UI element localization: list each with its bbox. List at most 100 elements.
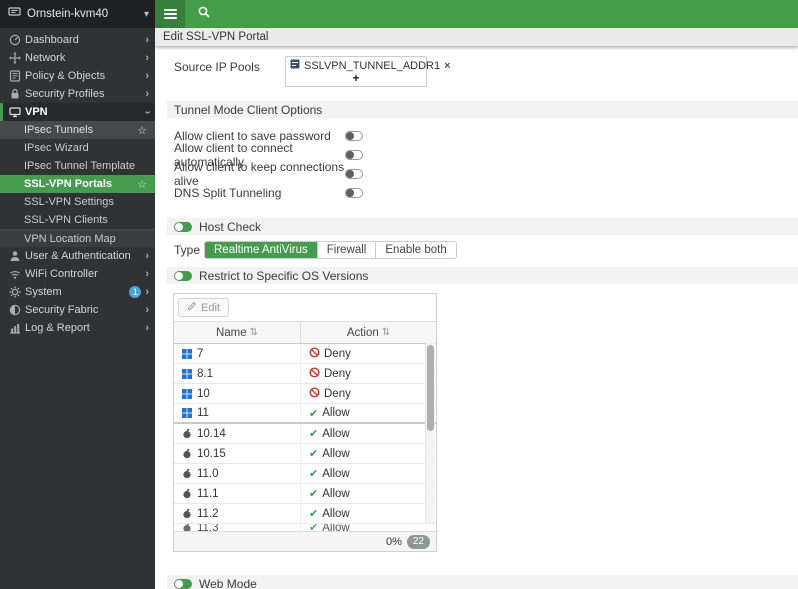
table-row[interactable]: 7 Deny xyxy=(174,344,436,364)
sidebar-item-sslvpn-clients[interactable]: SSL-VPN Clients xyxy=(0,211,155,229)
user-icon xyxy=(8,250,21,262)
sidebar-item-sslvpn-portals[interactable]: SSL-VPN Portals ☆ xyxy=(0,175,155,193)
gauge-icon xyxy=(8,34,21,46)
sidebar-item-network[interactable]: Network › xyxy=(0,49,155,67)
sidebar-item-label: IPsec Tunnel Template xyxy=(24,160,136,172)
table-scrollbar-thumb[interactable] xyxy=(427,345,434,431)
chevron-right-icon: › xyxy=(145,51,149,64)
table-row[interactable]: 10.15 ✔ Allow xyxy=(174,444,436,464)
table-row[interactable]: 11.0 ✔ Allow xyxy=(174,464,436,484)
connect-automatically-label: Allow client to connect automatically xyxy=(174,140,293,169)
add-pool-button[interactable]: + xyxy=(352,71,360,85)
table-row[interactable]: 11.2 ✔ Allow xyxy=(174,504,436,524)
page-title: Edit SSL-VPN Portal xyxy=(163,31,269,43)
monitor-icon xyxy=(8,106,21,118)
sidebar-item-vpn-location-map[interactable]: VPN Location Map xyxy=(0,229,155,247)
host-check-title: Host Check xyxy=(199,219,262,234)
page-title-bar: Edit SSL-VPN Portal xyxy=(155,28,798,46)
sort-icon: ⇅ xyxy=(381,327,391,338)
edit-portal-form: Source IP Pools SSLVPN_TUNNEL_ADDR1 × + … xyxy=(155,46,798,589)
sidebar-item-ipsec-tunnels[interactable]: IPsec Tunnels ☆ xyxy=(0,121,155,139)
sidebar-item-system[interactable]: System 1 › xyxy=(0,283,155,301)
web-mode-toggle[interactable] xyxy=(174,578,192,589)
network-icon xyxy=(8,52,21,64)
sidebar-nav: Dashboard › Network › Policy & Objects ›… xyxy=(0,28,155,337)
sidebar-item-vpn[interactable]: VPN › xyxy=(0,103,155,121)
chevron-down-icon: › xyxy=(141,110,154,114)
hamburger-menu-button[interactable] xyxy=(155,0,185,28)
connect-automatically-toggle[interactable] xyxy=(345,149,363,160)
sidebar-item-user-authentication[interactable]: User & Authentication › xyxy=(0,247,155,265)
table-row[interactable]: 11 ✔ Allow xyxy=(174,404,436,424)
windows-icon xyxy=(182,408,192,418)
table-row[interactable]: 8.1 Deny xyxy=(174,364,436,384)
connect-automatically-row: Allow client to connect automatically xyxy=(167,141,798,169)
windows-icon xyxy=(182,348,192,359)
table-row[interactable]: 10.14 ✔ Allow xyxy=(174,424,436,444)
sidebar-item-label: User & Authentication xyxy=(25,250,131,262)
keep-alive-toggle[interactable] xyxy=(345,168,363,179)
table-scrollbar-track[interactable] xyxy=(425,343,435,523)
table-row-partial[interactable]: 11.3 ✔ Allow xyxy=(174,524,436,531)
chart-icon xyxy=(8,322,21,334)
host-check-type-row: Type Realtime AntiVirus Firewall Enable … xyxy=(167,241,798,259)
sidebar-item-security-fabric[interactable]: Security Fabric › xyxy=(0,301,155,319)
sidebar-item-label: System xyxy=(25,286,62,298)
star-icon[interactable]: ☆ xyxy=(137,178,147,191)
policy-icon xyxy=(8,70,21,82)
sidebar-item-label: Security Profiles xyxy=(25,88,105,100)
host-check-toggle[interactable] xyxy=(174,221,192,232)
tunnel-mode-section-header: Tunnel Mode Client Options xyxy=(167,101,798,118)
chevron-right-icon: › xyxy=(145,267,149,280)
deny-icon xyxy=(309,386,320,401)
chevron-right-icon: › xyxy=(145,303,149,316)
dns-split-tunneling-toggle[interactable] xyxy=(345,187,363,198)
ip-pool-tag[interactable]: SSLVPN_TUNNEL_ADDR1 × xyxy=(290,59,451,72)
source-ip-pools-label: Source IP Pools xyxy=(174,60,260,74)
save-password-toggle[interactable] xyxy=(345,130,363,141)
sidebar-item-security-profiles[interactable]: Security Profiles › xyxy=(0,85,155,103)
sidebar-item-policy-objects[interactable]: Policy & Objects › xyxy=(0,67,155,85)
column-header-name[interactable]: Name ⇅ xyxy=(174,322,301,343)
sidebar-item-label: Security Fabric xyxy=(25,304,99,316)
chevron-right-icon: › xyxy=(145,87,149,100)
option-enable-both[interactable]: Enable both xyxy=(375,242,456,258)
keep-alive-label: Allow client to keep connections alive xyxy=(174,159,345,188)
table-row[interactable]: 11.1 ✔ Allow xyxy=(174,484,436,504)
allow-check-icon: ✔ xyxy=(309,508,319,520)
sidebar-item-label: SSL-VPN Portals xyxy=(24,178,113,190)
sidebar-item-label: IPsec Wizard xyxy=(24,142,89,154)
column-header-action[interactable]: Action ⇅ xyxy=(346,326,391,339)
hostname-selector[interactable]: Ornstein-kvm40 ▾ xyxy=(0,0,155,28)
keep-alive-row: Allow client to keep connections alive xyxy=(167,160,798,188)
option-firewall[interactable]: Firewall xyxy=(316,242,376,258)
remove-pool-icon[interactable]: × xyxy=(444,59,451,72)
table-row[interactable]: 10 Deny xyxy=(174,384,436,404)
ip-pool-icon xyxy=(290,59,300,72)
search-button[interactable] xyxy=(197,5,211,24)
sidebar-item-label: SSL-VPN Clients xyxy=(24,214,108,226)
sidebar-item-sslvpn-settings[interactable]: SSL-VPN Settings xyxy=(0,193,155,211)
chevron-right-icon: › xyxy=(145,321,149,334)
allow-check-icon: ✔ xyxy=(309,428,319,440)
star-icon[interactable]: ☆ xyxy=(137,124,147,137)
tunnel-mode-section-title: Tunnel Mode Client Options xyxy=(174,102,323,117)
allow-check-icon: ✔ xyxy=(309,407,319,420)
sidebar-item-ipsec-wizard[interactable]: IPsec Wizard xyxy=(0,139,155,157)
sidebar-item-dashboard[interactable]: Dashboard › xyxy=(0,31,155,49)
chevron-right-icon: › xyxy=(145,285,149,298)
source-ip-pools-field[interactable]: SSLVPN_TUNNEL_ADDR1 × + xyxy=(285,56,451,87)
sidebar-item-log-report[interactable]: Log & Report › xyxy=(0,319,155,337)
chevron-right-icon: › xyxy=(145,33,149,46)
os-restrict-toggle[interactable] xyxy=(174,270,192,281)
wifi-icon xyxy=(8,268,21,280)
option-realtime-antivirus[interactable]: Realtime AntiVirus xyxy=(205,242,317,258)
edit-button[interactable]: Edit xyxy=(178,298,229,317)
sidebar-item-label: Policy & Objects xyxy=(25,70,106,82)
scroll-percent: 0% xyxy=(385,535,402,548)
sidebar-item-wifi-controller[interactable]: WiFi Controller › xyxy=(0,265,155,283)
allow-check-icon: ✔ xyxy=(309,448,319,460)
apple-icon xyxy=(182,468,192,479)
sidebar-item-ipsec-tunnel-template[interactable]: IPsec Tunnel Template xyxy=(0,157,155,175)
